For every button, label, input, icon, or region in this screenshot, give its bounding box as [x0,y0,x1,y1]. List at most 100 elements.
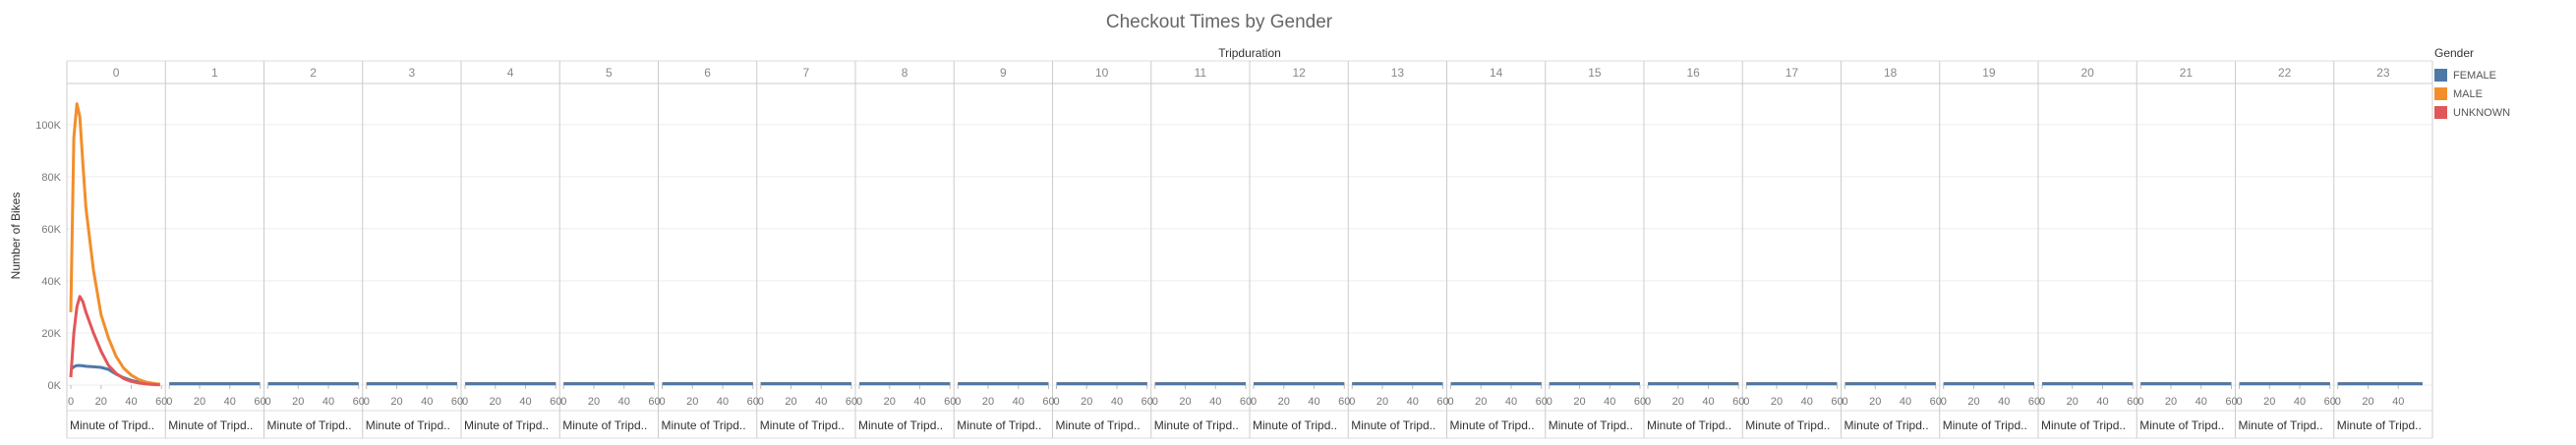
y-tick-label: 40K [41,276,61,288]
panel-header-label: 6 [704,66,711,80]
panel-header-label: 21 [2180,66,2194,80]
x-axis-label: Minute of Tripd.. [1056,418,1141,432]
y-axis-label: Number of Bikes [9,193,23,280]
x-axis-label: Minute of Tripd.. [1450,418,1535,432]
legend-title: Gender [2434,46,2475,60]
x-axis-label: Minute of Tripd.. [2337,418,2422,432]
panel-header-label: 17 [1786,66,1799,80]
x-tick-label: 0 [2236,396,2242,408]
x-axis-label: Minute of Tripd.. [2139,418,2224,432]
x-tick-label: 0 [462,396,468,408]
x-axis-label: Minute of Tripd.. [267,418,352,432]
panel-header-label: 16 [1686,66,1700,80]
x-axis-label: Minute of Tripd.. [1844,418,1929,432]
x-axis-label: Minute of Tripd.. [464,418,549,432]
x-axis-label: Minute of Tripd.. [562,418,647,432]
legend-swatch [2434,69,2447,82]
series-line-unknown [69,295,160,387]
x-tick-label: 0 [1842,396,1847,408]
x-tick-label: 40 [1900,396,1911,408]
panel-header-label: 9 [1000,66,1007,80]
x-tick-label: 20 [982,396,994,408]
x-tick-label: 0 [2039,396,2045,408]
x-tick-label: 20 [292,396,304,408]
x-tick-label: 0 [68,396,74,408]
x-axis-label: Minute of Tripd.. [1253,418,1337,432]
x-tick-label: 20 [2263,396,2275,408]
x-axis-label: Minute of Tripd.. [2239,418,2323,432]
panel-header-label: 22 [2278,66,2292,80]
x-tick-label: 60 [944,396,956,408]
x-tick-label: 0 [1447,396,1453,408]
x-tick-label: 60 [2324,396,2336,408]
x-tick-label: 20 [1081,396,1092,408]
x-axis-label: Minute of Tripd.. [760,418,845,432]
x-tick-label: 60 [747,396,759,408]
x-tick-label: 20 [1672,396,1684,408]
x-axis-label: Minute of Tripd.. [1745,418,1830,432]
x-tick-label: 0 [1053,396,1059,408]
panel-header-label: 1 [211,66,218,80]
legend-swatch [2434,87,2447,100]
x-tick-label: 0 [1547,396,1552,408]
x-tick-label: 20 [390,396,402,408]
x-tick-label: 0 [364,396,370,408]
chart-title: Checkout Times by Gender [1106,12,1333,32]
x-axis-label: Minute of Tripd.. [858,418,943,432]
x-tick-label: 40 [2392,396,2404,408]
x-tick-label: 60 [1634,396,1646,408]
x-tick-label: 40 [125,396,137,408]
panel-header-label: 8 [902,66,908,80]
x-tick-label: 60 [2225,396,2237,408]
x-tick-label: 20 [1376,396,1388,408]
x-tick-label: 40 [1308,396,1319,408]
x-axis-label: Minute of Tripd.. [1549,418,1633,432]
x-tick-label: 0 [2335,396,2341,408]
x-tick-label: 60 [1732,396,1744,408]
y-tick-label: 0K [48,380,62,392]
x-tick-label: 0 [1251,396,1257,408]
x-tick-label: 20 [1573,396,1585,408]
legend-item-female: FEMALE [2434,66,2572,84]
x-axis-label: Minute of Tripd.. [1154,418,1239,432]
x-tick-label: 40 [913,396,925,408]
panel-header-label: 23 [2376,66,2390,80]
x-tick-label: 40 [519,396,531,408]
x-axis-label: Minute of Tripd.. [1351,418,1435,432]
legend-item-male: MALE [2434,84,2572,103]
x-tick-label: 20 [1771,396,1783,408]
x-tick-label: 40 [1407,396,1419,408]
x-tick-label: 0 [758,396,764,408]
legend: Gender FEMALE MALE UNKNOWN [2434,46,2572,122]
x-tick-label: 40 [815,396,827,408]
column-header: Tripduration [1218,46,1281,60]
legend-label: MALE [2453,87,2483,100]
x-tick-label: 20 [785,396,796,408]
x-tick-label: 0 [1152,396,1158,408]
x-tick-label: 60 [353,396,365,408]
x-tick-label: 20 [2165,396,2177,408]
x-tick-label: 0 [955,396,961,408]
x-tick-label: 20 [194,396,205,408]
x-tick-label: 20 [1278,396,1290,408]
x-axis-label: Minute of Tripd.. [70,418,154,432]
x-tick-label: 60 [1042,396,1054,408]
x-tick-label: 60 [1436,396,1448,408]
x-tick-label: 40 [1209,396,1221,408]
x-tick-label: 40 [1801,396,1813,408]
legend-item-unknown: UNKNOWN [2434,103,2572,122]
x-tick-label: 20 [2067,396,2078,408]
x-tick-label: 60 [648,396,660,408]
panel-header-label: 13 [1391,66,1405,80]
panel-header-label: 19 [1982,66,1996,80]
x-tick-label: 40 [1604,396,1615,408]
x-axis-label: Minute of Tripd.. [662,418,746,432]
x-tick-label: 20 [686,396,698,408]
panel-header-label: 5 [606,66,613,80]
x-tick-label: 60 [2127,396,2138,408]
panel-header-label: 12 [1292,66,1306,80]
x-tick-label: 60 [1930,396,1942,408]
x-tick-label: 40 [2096,396,2108,408]
